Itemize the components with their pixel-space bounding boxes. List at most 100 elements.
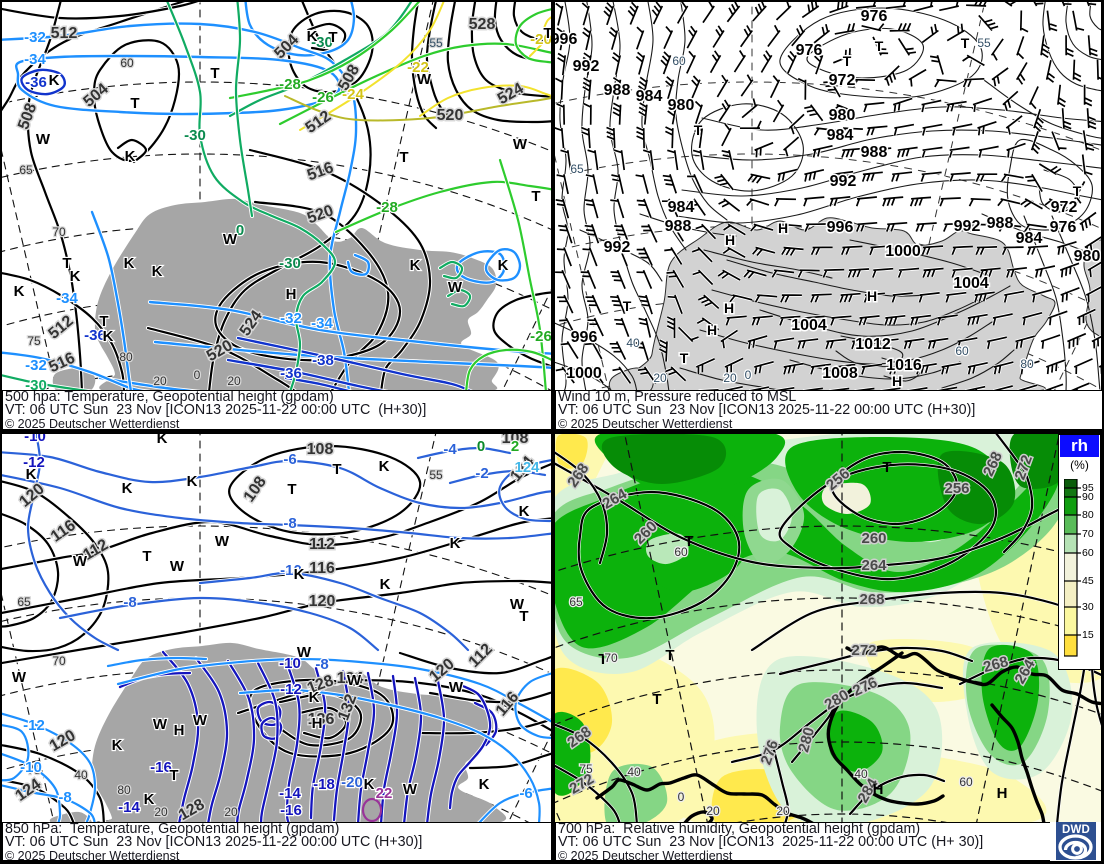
svg-text:H: H — [286, 286, 297, 303]
svg-text:65: 65 — [570, 162, 584, 176]
svg-text:T: T — [694, 122, 703, 138]
svg-text:K: K — [49, 72, 60, 89]
svg-text:K: K — [125, 148, 136, 165]
svg-text:996: 996 — [552, 31, 577, 48]
svg-text:55: 55 — [977, 36, 991, 50]
svg-text:W: W — [193, 712, 208, 729]
svg-text:-30: -30 — [279, 255, 301, 272]
svg-text:T: T — [210, 65, 219, 82]
svg-text:-26: -26 — [530, 328, 552, 345]
svg-text:988: 988 — [604, 82, 631, 99]
svg-text:-36: -36 — [280, 365, 302, 382]
svg-text:60: 60 — [120, 56, 134, 70]
svg-text:1004: 1004 — [791, 317, 827, 334]
svg-text:980: 980 — [1074, 248, 1101, 265]
svg-text:992: 992 — [604, 239, 631, 256]
svg-text:-12: -12 — [23, 717, 45, 734]
svg-text:70: 70 — [52, 225, 66, 239]
svg-text:984: 984 — [1016, 230, 1043, 247]
svg-text:-8: -8 — [283, 515, 296, 532]
svg-text:528: 528 — [469, 16, 496, 33]
svg-text:-34: -34 — [24, 51, 46, 68]
svg-text:22: 22 — [376, 785, 393, 802]
svg-text:T: T — [142, 548, 151, 565]
svg-text:1004: 1004 — [953, 275, 989, 292]
svg-text:40: 40 — [854, 767, 868, 781]
svg-text:70: 70 — [52, 654, 66, 668]
svg-text:65: 65 — [569, 595, 583, 609]
svg-text:-6: -6 — [519, 785, 532, 802]
svg-text:980: 980 — [668, 97, 695, 114]
svg-text:W: W — [448, 279, 463, 296]
svg-text:60: 60 — [959, 775, 973, 789]
svg-text:W: W — [403, 781, 418, 798]
svg-text:520: 520 — [437, 107, 464, 124]
svg-text:80: 80 — [119, 350, 133, 364]
svg-text:976: 976 — [1050, 219, 1077, 236]
svg-text:T: T — [843, 53, 852, 69]
svg-text:W: W — [73, 553, 88, 570]
svg-text:0: 0 — [678, 790, 685, 804]
svg-text:-2: -2 — [475, 465, 488, 482]
svg-text:K: K — [498, 257, 509, 274]
svg-text:60: 60 — [672, 54, 686, 68]
svg-text:20: 20 — [227, 374, 241, 388]
svg-text:112: 112 — [309, 536, 335, 553]
svg-text:984: 984 — [827, 127, 854, 144]
svg-text:972: 972 — [829, 72, 856, 89]
svg-text:80: 80 — [1020, 357, 1034, 371]
svg-text:116: 116 — [309, 560, 335, 577]
svg-text:T: T — [531, 188, 540, 205]
svg-text:K: K — [122, 480, 133, 497]
svg-text:136: 136 — [308, 711, 335, 728]
svg-text:0: 0 — [236, 222, 244, 239]
svg-text:H: H — [707, 322, 717, 338]
svg-text:-10: -10 — [24, 432, 46, 445]
svg-text:20: 20 — [653, 371, 667, 385]
svg-text:-30: -30 — [311, 34, 333, 51]
svg-text:H: H — [312, 715, 323, 732]
svg-text:W: W — [223, 231, 238, 248]
svg-text:T: T — [130, 95, 139, 112]
svg-text:0: 0 — [745, 368, 752, 382]
svg-text:-16: -16 — [280, 802, 302, 819]
svg-text:512: 512 — [51, 25, 78, 42]
svg-text:65: 65 — [17, 595, 31, 609]
svg-text:T: T — [543, 25, 552, 42]
svg-text:55: 55 — [429, 468, 443, 482]
svg-text:-16: -16 — [150, 759, 172, 776]
svg-text:40: 40 — [74, 768, 88, 782]
svg-text:55: 55 — [429, 36, 443, 50]
svg-text:T: T — [598, 651, 607, 668]
svg-text:272: 272 — [851, 642, 876, 659]
svg-text:-20: -20 — [530, 31, 552, 48]
svg-text:T: T — [399, 149, 408, 166]
svg-text:K: K — [410, 257, 421, 274]
svg-text:120: 120 — [309, 593, 336, 610]
svg-text:K: K — [124, 255, 135, 272]
svg-text:972: 972 — [1051, 199, 1078, 216]
svg-text:T: T — [99, 313, 108, 330]
svg-text:124: 124 — [514, 459, 540, 476]
svg-text:-32: -32 — [25, 357, 47, 374]
svg-text:T: T — [680, 350, 689, 366]
svg-text:20: 20 — [224, 805, 238, 819]
svg-text:-14: -14 — [118, 799, 140, 816]
svg-text:K: K — [14, 283, 25, 300]
svg-text:984: 984 — [668, 199, 695, 216]
svg-text:20: 20 — [154, 805, 168, 819]
svg-text:75: 75 — [27, 334, 41, 348]
svg-text:K: K — [294, 566, 305, 583]
svg-text:108: 108 — [307, 441, 334, 458]
svg-text:996: 996 — [827, 219, 854, 236]
svg-text:T: T — [62, 255, 71, 272]
svg-text:H: H — [997, 785, 1008, 802]
svg-text:-28: -28 — [376, 199, 398, 216]
svg-text:996: 996 — [571, 329, 598, 346]
svg-text:K: K — [307, 28, 318, 45]
svg-text:H: H — [892, 373, 902, 389]
svg-text:976: 976 — [861, 8, 888, 25]
svg-text:T: T — [519, 608, 528, 625]
svg-text:-32: -32 — [24, 29, 46, 46]
svg-text:-14: -14 — [279, 785, 301, 802]
